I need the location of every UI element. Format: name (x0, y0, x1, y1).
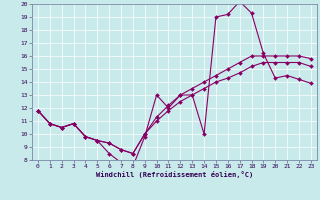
X-axis label: Windchill (Refroidissement éolien,°C): Windchill (Refroidissement éolien,°C) (96, 171, 253, 178)
